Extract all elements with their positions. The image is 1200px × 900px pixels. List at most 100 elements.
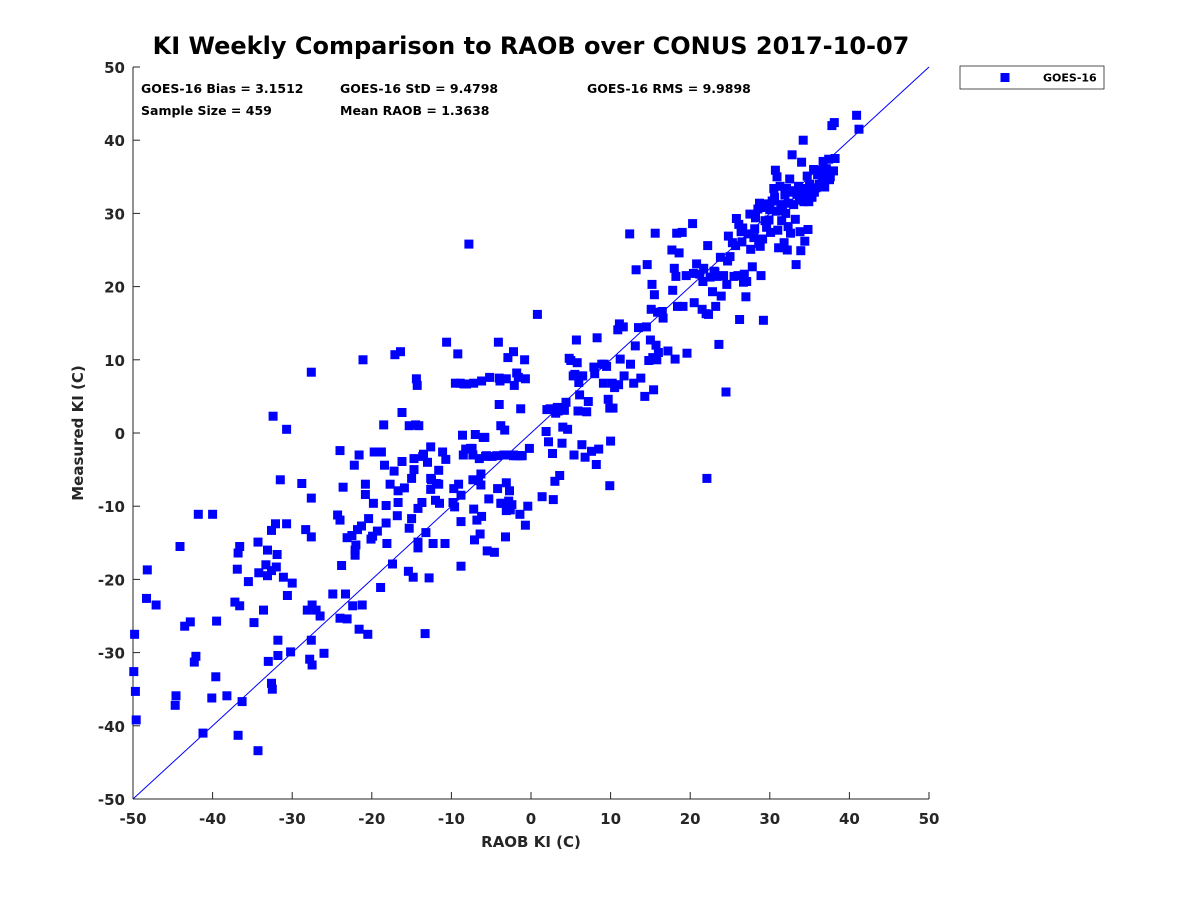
data-point	[606, 436, 616, 446]
data-point	[494, 400, 504, 409]
y-tick-label: 30	[104, 205, 125, 223]
data-point	[306, 635, 316, 645]
data-point	[695, 269, 705, 279]
data-point	[699, 263, 709, 273]
data-point	[456, 490, 466, 500]
data-point	[589, 362, 599, 372]
data-point	[235, 542, 245, 551]
y-tick-label: 10	[104, 352, 125, 370]
legend-label-goes16: GOES-16	[1043, 72, 1097, 85]
data-point	[854, 124, 864, 134]
data-point	[770, 192, 780, 202]
data-point	[468, 450, 478, 460]
data-point	[456, 561, 466, 571]
data-point	[440, 539, 450, 548]
data-point	[501, 374, 511, 384]
data-point	[755, 241, 765, 251]
y-tick-label: 40	[104, 132, 125, 150]
data-point	[503, 353, 513, 363]
y-tick-label: -30	[98, 645, 125, 663]
data-point	[715, 252, 725, 262]
data-point	[347, 531, 357, 540]
data-point	[731, 214, 741, 223]
data-point	[489, 547, 499, 557]
data-point	[131, 715, 141, 725]
data-point	[801, 192, 811, 202]
y-tick-label: -40	[98, 718, 125, 736]
data-point	[254, 568, 264, 578]
data-point	[671, 271, 681, 281]
data-point	[301, 525, 311, 535]
data-point	[688, 219, 698, 229]
data-point	[350, 550, 360, 560]
data-point	[602, 361, 612, 371]
data-point	[781, 208, 791, 218]
data-point	[469, 378, 479, 388]
data-point	[703, 241, 713, 251]
x-tick-label: -10	[438, 810, 465, 828]
data-point	[381, 518, 391, 528]
data-point	[315, 611, 325, 621]
data-point	[817, 174, 827, 184]
data-point	[764, 215, 774, 225]
data-point	[407, 514, 417, 524]
data-point	[799, 197, 809, 207]
data-point	[640, 391, 650, 401]
data-point	[626, 359, 635, 369]
data-point	[513, 372, 523, 382]
data-point	[409, 454, 419, 464]
data-point	[802, 171, 812, 181]
data-point	[335, 613, 345, 623]
data-point	[376, 447, 386, 457]
data-point	[198, 728, 208, 738]
data-point	[670, 354, 680, 364]
data-point	[267, 684, 277, 694]
data-point	[641, 322, 651, 332]
data-point	[663, 346, 673, 356]
data-point	[423, 457, 432, 467]
data-point	[852, 110, 862, 120]
statistics-annotations: GOES-16 Bias = 3.1512 GOES-16 StD = 9.47…	[141, 81, 751, 118]
legend: GOES-16	[959, 65, 1105, 90]
data-point	[369, 447, 379, 457]
data-point	[520, 355, 530, 365]
data-point	[385, 479, 395, 489]
data-point	[271, 562, 281, 572]
data-point	[777, 216, 787, 226]
data-point	[625, 229, 635, 239]
data-point	[368, 531, 378, 541]
scatter-points	[129, 110, 864, 756]
data-point	[532, 309, 542, 319]
data-point	[571, 335, 581, 345]
data-point	[800, 236, 810, 246]
data-point	[572, 358, 582, 368]
data-point	[381, 501, 391, 510]
data-point	[267, 525, 276, 535]
data-point	[550, 476, 560, 486]
data-point	[472, 515, 482, 525]
data-point	[792, 189, 802, 199]
data-point	[569, 450, 579, 460]
data-point	[207, 693, 217, 703]
data-point	[780, 190, 790, 200]
data-point	[590, 369, 600, 379]
data-point	[563, 424, 573, 434]
data-point	[411, 374, 421, 384]
data-point	[171, 691, 181, 701]
data-point	[669, 263, 679, 273]
data-point	[212, 616, 222, 626]
data-point	[354, 450, 364, 460]
data-point	[414, 421, 424, 431]
data-point	[739, 269, 749, 279]
data-point	[404, 421, 414, 431]
data-point	[393, 486, 403, 496]
x-tick-label: 20	[680, 810, 701, 828]
x-tick-label: 40	[839, 810, 860, 828]
data-point	[794, 195, 804, 205]
data-point	[737, 237, 747, 247]
data-point	[235, 601, 245, 611]
data-point	[711, 301, 721, 311]
data-point	[771, 206, 781, 216]
data-point	[388, 559, 397, 569]
data-point	[142, 565, 152, 575]
